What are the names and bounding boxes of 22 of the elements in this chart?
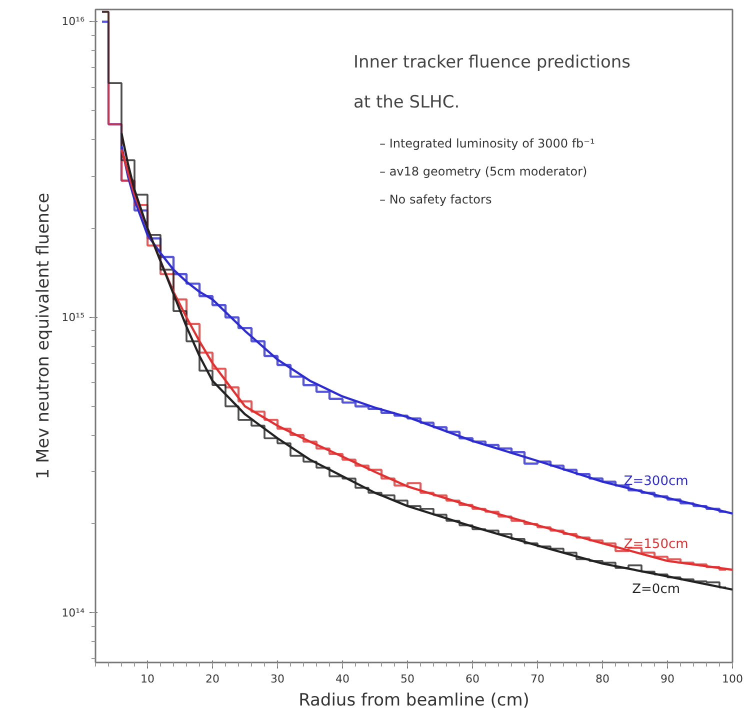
x-tick-label: 50 [400,672,414,686]
y-axis-title: 1 Mev neutron equivalent fluence [34,192,54,480]
series-label: Z=150cm [624,536,688,552]
x-tick-label: 80 [596,672,610,686]
y-tick-label: 10¹⁴ [62,606,86,620]
x-tick-label: 10 [140,672,154,686]
text: Inner tracker fluence predictions at the SLHC. [354,52,631,112]
series-label: Z=300cm [624,474,688,490]
series-label: Z=0cm [632,582,680,598]
x-axis-title: Radius from beamline (cm) [298,690,530,710]
y-tick-label: 10¹⁶ [62,15,86,28]
x-tick-label: 60 [466,672,480,686]
annotation: – av18 geometry (5cm moderator) [380,164,588,178]
x-tick-label: 70 [530,672,544,686]
x-tick-label: 20 [206,672,220,686]
annotation: – No safety factors [380,192,492,206]
x-tick-label: 40 [336,672,350,686]
y-tick-label: 10¹⁵ [62,310,85,324]
x-tick-label: 30 [270,672,284,686]
annotation: – Integrated luminosity of 3000 fb⁻¹ [380,136,595,150]
x-tick-label: 90 [660,672,674,686]
x-tick-label: 100 [722,672,743,686]
